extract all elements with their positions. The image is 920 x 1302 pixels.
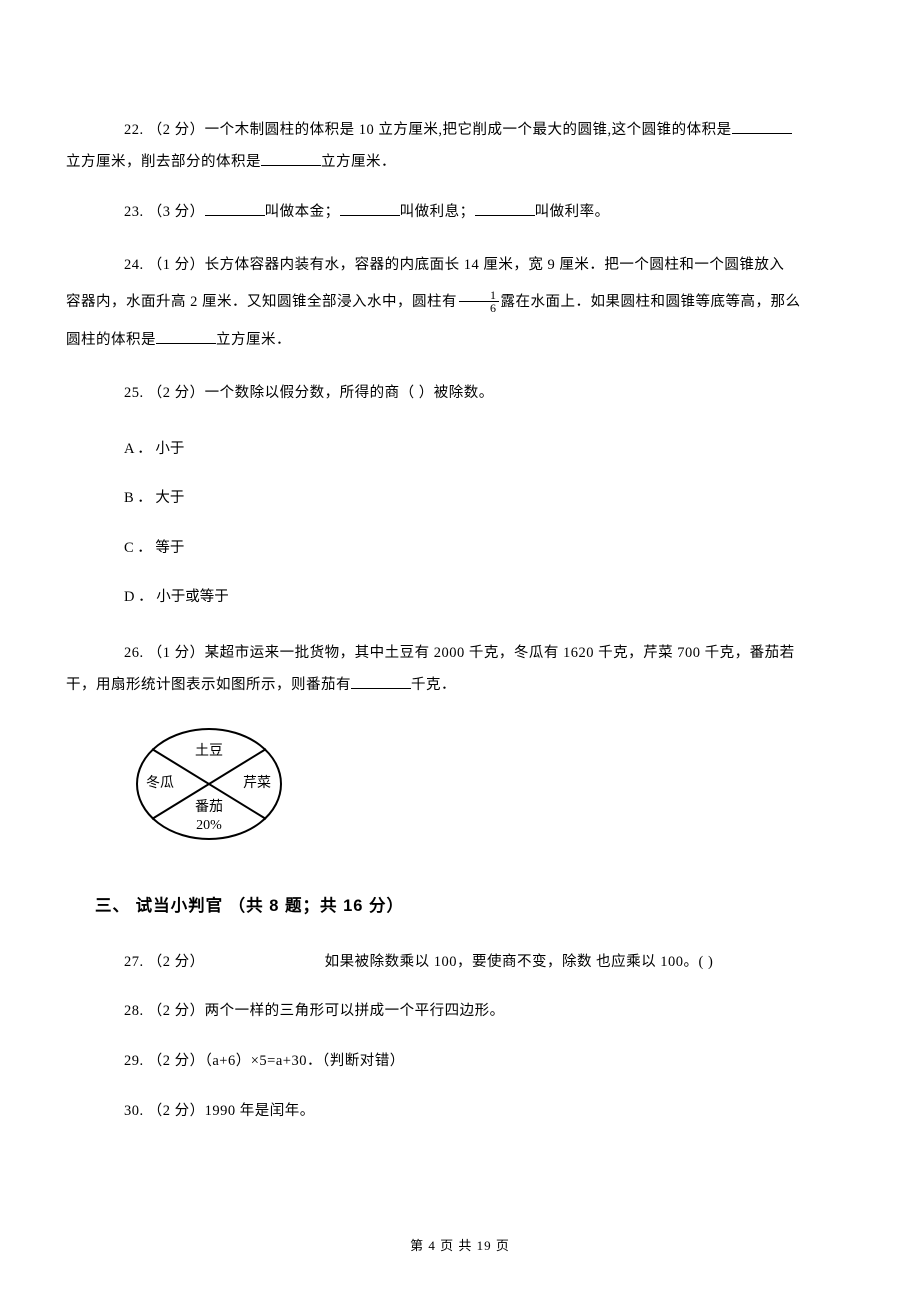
page-content: 22. （2 分）一个木制圆柱的体积是 10 立方厘米,把它削成一个最大的圆锥,… [0, 0, 920, 1206]
q22-text-2: 立方厘米，削去部分的体积是 [66, 147, 261, 179]
q23-blank-3 [475, 200, 535, 216]
q24-text-2a: 容器内，水面升高 2 厘米．又知圆锥全部浸入水中，圆柱有 [66, 284, 457, 322]
q30-points: （2 分） [148, 1103, 205, 1119]
pie-label-tudou: 土豆 [195, 743, 223, 759]
q22-blank-2 [261, 150, 321, 166]
pie-label-donggua: 冬瓜 [146, 775, 174, 791]
question-26: 26. （1 分）某超市运来一批货物，其中土豆有 2000 千克，冬瓜有 162… [95, 638, 825, 702]
q30-number: 30. [124, 1103, 144, 1119]
q24-text-4: 立方厘米． [216, 332, 291, 348]
q23-text-1: 叫做本金； [265, 204, 340, 220]
q24-fraction: 16 [459, 289, 499, 314]
q25-opt-d-text: 小于或等于 [156, 589, 229, 605]
q26-blank [351, 673, 411, 689]
q24-text-3: 圆柱的体积是 [66, 322, 156, 360]
q23-points: （3 分） [148, 204, 205, 220]
q24-text-2b: 露在水面上．如果圆柱和圆锥等底等高，那么 [501, 294, 801, 310]
q28-text: 两个一样的三角形可以拼成一个平行四边形。 [205, 1003, 505, 1019]
q23-blank-2 [340, 200, 400, 216]
question-25: 25. （2 分）一个数除以假分数，所得的商（ ）被除数。 [95, 378, 825, 410]
q25-points: （2 分） [148, 385, 205, 401]
question-29: 29. （2 分）（a+6）×5=a+30．（判断对错） [95, 1046, 825, 1078]
q25-option-a: A ． 小于 [124, 428, 825, 472]
question-27: 27. （2 分） 如果被除数乘以 100，要使商不变，除数 也应乘以 100。(… [95, 947, 825, 979]
q24-points: （1 分） [148, 257, 205, 273]
question-24: 24. （1 分）长方体容器内装有水，容器的内底面长 14 厘米，宽 9 厘米．… [95, 247, 825, 360]
q24-text-1: 长方体容器内装有水，容器的内底面长 14 厘米，宽 9 厘米．把一个圆柱和一个圆… [205, 257, 785, 273]
pie-svg: 土豆 冬瓜 芹菜 番茄 20% [124, 719, 294, 849]
q30-text: 1990 年是闰年。 [205, 1103, 315, 1119]
question-23: 23. （3 分） 叫做本金； 叫做利息； 叫做利率。 [95, 197, 825, 229]
q26-text-1: 某超市运来一批货物，其中土豆有 2000 千克，冬瓜有 1620 千克，芹菜 7… [205, 645, 795, 661]
q29-text: （a+6）×5=a+30．（判断对错） [205, 1053, 405, 1069]
q24-number: 24. [124, 257, 144, 273]
q24-blank [156, 329, 216, 345]
question-28: 28. （2 分）两个一样的三角形可以拼成一个平行四边形。 [95, 996, 825, 1028]
q25-option-b: B ． 大于 [124, 477, 825, 521]
q25-number: 25. [124, 385, 144, 401]
q27-text: 如果被除数乘以 100，要使商不变，除数 也应乘以 100。( ) [325, 954, 714, 970]
q28-number: 28. [124, 1003, 144, 1019]
pie-label-qincai: 芹菜 [243, 775, 271, 791]
q25-options: A ． 小于 B ． 大于 C ． 等于 D ． 小于或等于 [124, 428, 825, 620]
q22-text-1: 一个木制圆柱的体积是 10 立方厘米,把它削成一个最大的圆锥,这个圆锥的体积是 [205, 122, 732, 138]
q27-points: （2 分） [148, 954, 205, 970]
pie-label-pct: 20% [196, 818, 222, 833]
section-3-title: 三、 试当小判官 （共 8 题；共 16 分） [95, 888, 825, 924]
q24-frac-den: 6 [459, 302, 499, 314]
q25-opt-a-text: 小于 [155, 441, 184, 457]
q22-points: （2 分） [148, 122, 205, 138]
pie-label-fanqie: 番茄 [195, 798, 223, 815]
q25-option-c: C ． 等于 [124, 527, 825, 571]
q23-number: 23. [124, 204, 144, 220]
q26-points: （1 分） [148, 645, 205, 661]
q27-number: 27. [124, 954, 144, 970]
q25-option-d: D ． 小于或等于 [124, 576, 825, 620]
q22-blank-1 [732, 119, 792, 135]
question-30: 30. （2 分）1990 年是闰年。 [95, 1096, 825, 1128]
q25-opt-b-text: 大于 [155, 490, 184, 506]
q23-text-3: 叫做利率。 [535, 204, 610, 220]
q22-text-3: 立方厘米． [321, 154, 396, 170]
q25-text: 一个数除以假分数，所得的商（ ）被除数。 [205, 385, 494, 401]
q23-text-2: 叫做利息； [400, 204, 475, 220]
q29-points: （2 分） [148, 1053, 205, 1069]
q22-number: 22. [124, 122, 144, 138]
page-footer: 第 4 页 共 19 页 [0, 1235, 920, 1254]
q24-frac-num: 1 [459, 289, 499, 302]
q25-opt-c-text: 等于 [155, 540, 184, 556]
q26-text-2: 干，用扇形统计图表示如图所示，则番茄有 [66, 670, 351, 702]
q28-points: （2 分） [148, 1003, 205, 1019]
q26-number: 26. [124, 645, 144, 661]
q23-blank-1 [205, 200, 265, 216]
pie-chart: 土豆 冬瓜 芹菜 番茄 20% [124, 719, 825, 862]
q29-number: 29. [124, 1053, 144, 1069]
q26-text-3: 千克． [411, 677, 456, 693]
question-22: 22. （2 分）一个木制圆柱的体积是 10 立方厘米,把它削成一个最大的圆锥,… [95, 115, 825, 179]
